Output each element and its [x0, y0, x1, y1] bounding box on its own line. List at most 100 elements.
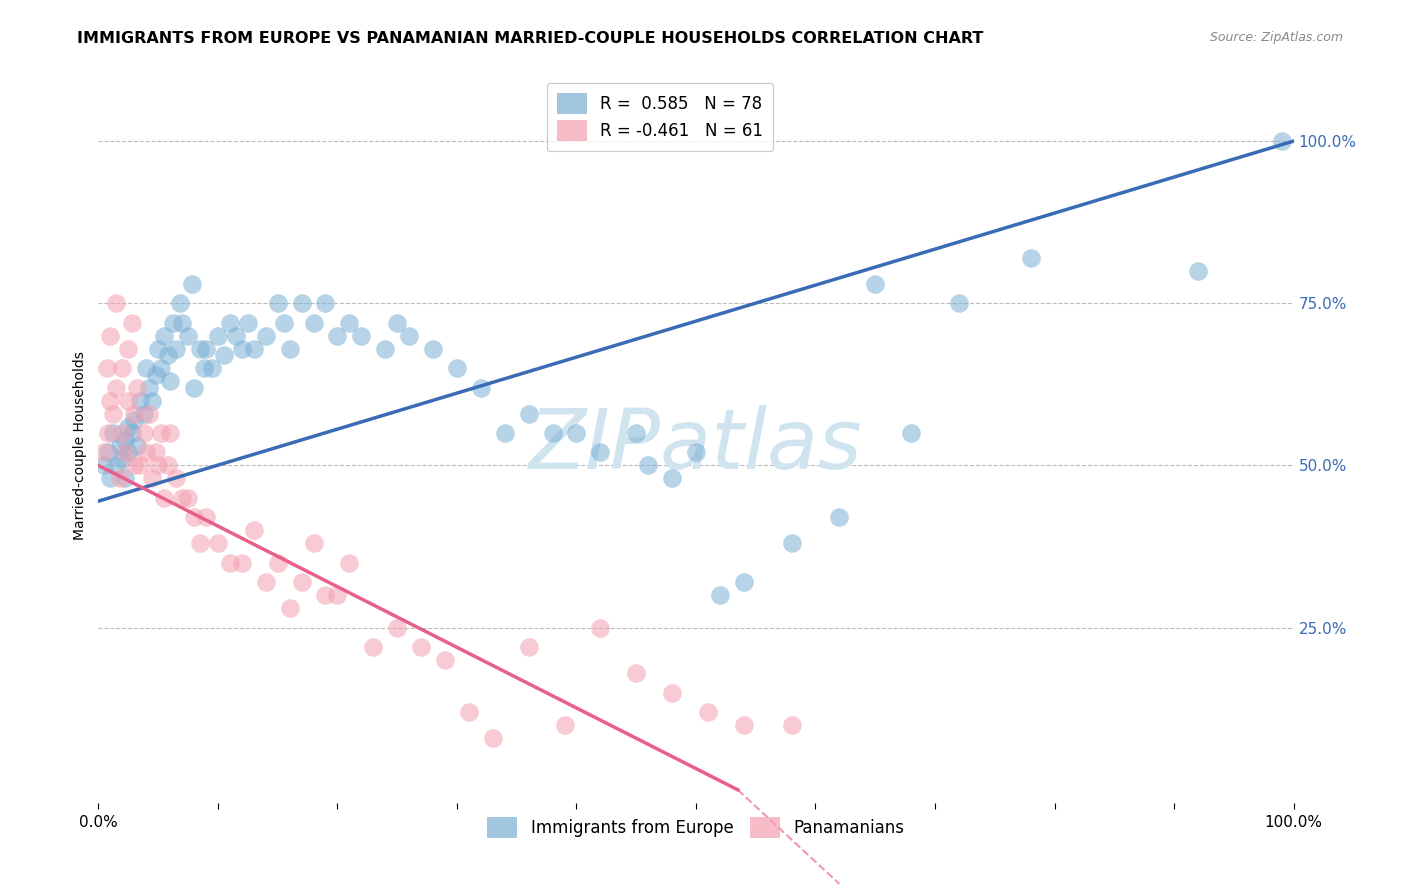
Point — [135, 361, 157, 376]
Point — [159, 425, 181, 440]
Point — [111, 425, 134, 440]
Point — [195, 342, 218, 356]
Point — [900, 425, 922, 440]
Point — [326, 588, 349, 602]
Point — [733, 718, 755, 732]
Point — [315, 296, 337, 310]
Point — [278, 342, 301, 356]
Point — [188, 342, 211, 356]
Point — [363, 640, 385, 654]
Point — [709, 588, 731, 602]
Point — [517, 407, 540, 421]
Point — [124, 413, 146, 427]
Point — [125, 439, 148, 453]
Point — [374, 342, 396, 356]
Point — [236, 316, 259, 330]
Point — [446, 361, 468, 376]
Point — [733, 575, 755, 590]
Point — [231, 556, 253, 570]
Point — [114, 433, 136, 447]
Point — [145, 445, 167, 459]
Point — [149, 425, 172, 440]
Point — [105, 296, 128, 310]
Point — [589, 621, 612, 635]
Point — [207, 328, 229, 343]
Point — [195, 510, 218, 524]
Point — [98, 471, 122, 485]
Point — [124, 458, 146, 473]
Point — [481, 731, 505, 745]
Point — [117, 445, 139, 459]
Point — [141, 471, 163, 485]
Point — [207, 536, 229, 550]
Point — [138, 407, 160, 421]
Point — [219, 316, 242, 330]
Point — [105, 381, 128, 395]
Point — [129, 458, 152, 473]
Point — [273, 316, 295, 330]
Point — [177, 491, 200, 505]
Point — [1187, 264, 1209, 278]
Y-axis label: Married-couple Households: Married-couple Households — [73, 351, 87, 541]
Point — [780, 718, 803, 732]
Point — [697, 705, 720, 719]
Point — [291, 296, 314, 310]
Point — [267, 296, 290, 310]
Point — [172, 491, 194, 505]
Point — [315, 588, 337, 602]
Point — [117, 393, 139, 408]
Point — [339, 556, 361, 570]
Point — [132, 425, 155, 440]
Point — [180, 277, 202, 291]
Point — [350, 328, 373, 343]
Point — [458, 705, 481, 719]
Point — [98, 393, 122, 408]
Point — [101, 425, 124, 440]
Point — [114, 445, 136, 459]
Point — [159, 374, 181, 388]
Point — [145, 368, 167, 382]
Point — [219, 556, 242, 570]
Point — [231, 342, 253, 356]
Point — [225, 328, 247, 343]
Point — [661, 685, 683, 699]
Point — [125, 381, 148, 395]
Point — [302, 316, 325, 330]
Point — [108, 439, 131, 453]
Point — [165, 342, 187, 356]
Point — [162, 316, 184, 330]
Point — [177, 328, 200, 343]
Legend: Immigrants from Europe, Panamanians: Immigrants from Europe, Panamanians — [481, 811, 911, 845]
Point — [302, 536, 325, 550]
Point — [494, 425, 516, 440]
Point — [93, 445, 115, 459]
Point — [124, 407, 146, 421]
Point — [243, 342, 266, 356]
Point — [114, 471, 136, 485]
Point — [111, 452, 134, 467]
Point — [385, 316, 409, 330]
Text: Source: ZipAtlas.com: Source: ZipAtlas.com — [1209, 31, 1343, 45]
Point — [121, 316, 143, 330]
Point — [108, 471, 131, 485]
Point — [165, 471, 187, 485]
Point — [141, 393, 163, 408]
Point — [661, 471, 683, 485]
Point — [98, 328, 122, 343]
Point — [135, 445, 157, 459]
Point — [201, 361, 224, 376]
Point — [541, 425, 564, 440]
Point — [865, 277, 887, 291]
Point — [153, 328, 176, 343]
Point — [149, 361, 172, 376]
Point — [169, 296, 191, 310]
Point — [117, 419, 139, 434]
Point — [148, 342, 170, 356]
Point — [156, 458, 179, 473]
Point — [626, 425, 648, 440]
Point — [132, 407, 155, 421]
Point — [97, 425, 120, 440]
Point — [1019, 251, 1042, 265]
Point — [626, 666, 648, 681]
Point — [183, 381, 205, 395]
